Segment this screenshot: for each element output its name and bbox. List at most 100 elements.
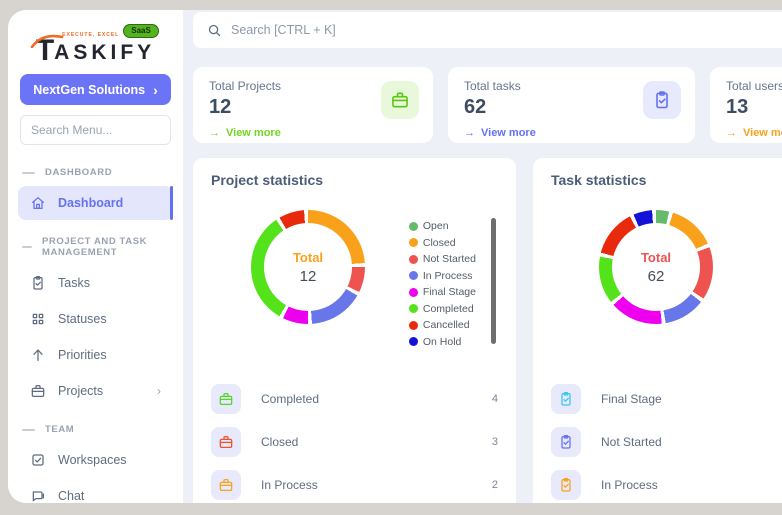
status-icon-tile bbox=[211, 427, 241, 457]
status-label: In Process bbox=[261, 478, 318, 492]
sidebar: EXECUTE, EXCEL SaaS T ASKIFY NextGen Sol… bbox=[8, 10, 183, 503]
logo-letter-t: T bbox=[30, 34, 64, 66]
checkbox-icon bbox=[32, 454, 44, 466]
status-label: Not Started bbox=[601, 435, 662, 449]
section-title: TEAM bbox=[45, 424, 75, 435]
card-label: Total users bbox=[726, 79, 782, 93]
sidebar-item-label: Dashboard bbox=[58, 196, 124, 210]
legend-item[interactable]: Not Started bbox=[408, 253, 476, 265]
status-icon-tile bbox=[551, 384, 581, 414]
chat-icon bbox=[32, 491, 44, 502]
donut-center: Total 12 bbox=[264, 223, 352, 311]
search-icon bbox=[208, 24, 221, 36]
legend-label: In Process bbox=[422, 269, 473, 282]
status-row-in-process[interactable]: In Process bbox=[551, 470, 782, 500]
briefcase-icon bbox=[392, 92, 408, 108]
briefcase-icon bbox=[219, 393, 233, 405]
sidebar-item-priorities[interactable]: Priorities bbox=[18, 338, 173, 372]
sidebar-item-chat[interactable]: Chat bbox=[18, 479, 173, 503]
legend-label: Not Started bbox=[422, 253, 476, 265]
sidebar-item-label: Priorities bbox=[58, 348, 107, 362]
donut-total-label: Total bbox=[640, 249, 672, 265]
summary-card-total-projects: Total Projects 12 → View more bbox=[193, 67, 433, 143]
legend-item[interactable]: On Hold bbox=[408, 335, 476, 348]
section-title: DASHBOARD bbox=[45, 167, 113, 178]
donut-total-value: 12 bbox=[299, 267, 317, 285]
legend-dot-icon bbox=[408, 221, 418, 231]
card-value: 62 bbox=[464, 96, 487, 118]
global-search-bar bbox=[193, 12, 782, 48]
project-statistics-title: Project statistics bbox=[211, 172, 324, 188]
legend-item[interactable]: In Process bbox=[408, 269, 476, 282]
logo-swoosh-icon bbox=[30, 34, 64, 48]
briefcase-icon bbox=[219, 436, 233, 448]
view-more-link[interactable]: →View more bbox=[209, 127, 281, 139]
donut-ring: Total 12 bbox=[251, 210, 365, 324]
status-label: Closed bbox=[261, 435, 299, 449]
section-title: PROJECT AND TASK MANAGEMENT bbox=[41, 236, 148, 258]
legend-dot-icon bbox=[408, 320, 418, 330]
legend-dot-icon bbox=[408, 271, 418, 280]
clipboard-icon bbox=[656, 91, 668, 109]
sidebar-item-workspaces[interactable]: Workspaces bbox=[18, 443, 173, 477]
status-icon-tile bbox=[551, 427, 581, 457]
logo-tagline: EXECUTE, EXCEL bbox=[62, 32, 120, 38]
legend-item[interactable]: Completed bbox=[408, 303, 476, 315]
nav-section-label: PROJECT AND TASK MANAGEMENT bbox=[22, 236, 183, 258]
status-label: Completed bbox=[261, 392, 320, 406]
legend-label: Closed bbox=[422, 236, 456, 249]
donut-center: Total 62 bbox=[612, 223, 700, 311]
status-icon-tile bbox=[211, 470, 241, 500]
nav-section-label: DASHBOARD bbox=[22, 167, 183, 178]
summary-cards-row: Total Projects 12 → View more Total tasks 62 →… bbox=[193, 67, 782, 143]
app-window: EXECUTE, EXCEL SaaS T ASKIFY NextGen Sol… bbox=[8, 10, 782, 503]
status-row-final-stage[interactable]: Final Stage bbox=[551, 384, 782, 414]
logo-brand-text: ASKIFY bbox=[54, 41, 156, 64]
section-dash-icon bbox=[22, 246, 32, 248]
legend-scrollbar[interactable] bbox=[491, 218, 496, 344]
sidebar-item-tasks[interactable]: Tasks bbox=[18, 266, 173, 300]
section-dash-icon bbox=[22, 171, 35, 174]
clipboard-icon bbox=[561, 478, 571, 492]
sidebar-item-label: Tasks bbox=[58, 276, 90, 290]
active-indicator bbox=[170, 186, 173, 220]
status-row-not-started[interactable]: Not Started bbox=[551, 427, 782, 457]
donut-ring: Total 62 bbox=[599, 210, 713, 324]
grid-icon bbox=[32, 313, 44, 325]
legend-label: Final Stage bbox=[422, 286, 476, 298]
card-icon-tile bbox=[381, 81, 419, 119]
task-statistics-donut: Total 62 bbox=[551, 210, 782, 360]
card-value: 12 bbox=[209, 96, 232, 118]
legend-dot-icon bbox=[408, 304, 418, 313]
legend-item[interactable]: Open bbox=[408, 220, 476, 232]
sidebar-item-label: Projects bbox=[58, 384, 104, 398]
sidebar-item-statuses[interactable]: Statuses bbox=[18, 302, 173, 336]
sidebar-item-projects[interactable]: Projects › bbox=[18, 374, 173, 408]
global-search-input[interactable] bbox=[231, 23, 782, 37]
chart-legend: Open Closed Not Started In Process Final Sta… bbox=[408, 220, 476, 348]
menu-search-input[interactable] bbox=[20, 115, 171, 145]
status-row-in-process[interactable]: In Process 2 bbox=[211, 470, 498, 500]
legend-label: On Hold bbox=[422, 335, 462, 348]
legend-item[interactable]: Closed bbox=[408, 236, 476, 249]
sidebar-item-dashboard[interactable]: Dashboard bbox=[18, 186, 173, 220]
chevron-right-icon: › bbox=[157, 384, 161, 398]
status-label: In Process bbox=[601, 478, 658, 492]
card-label: Total Projects bbox=[209, 79, 282, 93]
legend-item[interactable]: Cancelled bbox=[408, 319, 476, 331]
view-more-link[interactable]: →View more bbox=[726, 127, 782, 139]
briefcase-icon bbox=[31, 385, 45, 397]
card-value: 13 bbox=[726, 96, 749, 118]
legend-label: Cancelled bbox=[422, 319, 470, 331]
view-more-link[interactable]: →View more bbox=[464, 127, 536, 139]
status-row-closed[interactable]: Closed 3 bbox=[211, 427, 498, 457]
status-label: Final Stage bbox=[601, 392, 662, 406]
sidebar-item-label: Statuses bbox=[58, 312, 107, 326]
workspace-selector-button[interactable]: NextGen Solutions › bbox=[20, 74, 171, 105]
legend-label: Open bbox=[422, 220, 449, 232]
legend-item[interactable]: Final Stage bbox=[408, 286, 476, 298]
legend-dot-icon bbox=[408, 287, 418, 297]
status-row-completed[interactable]: Completed 4 bbox=[211, 384, 498, 414]
